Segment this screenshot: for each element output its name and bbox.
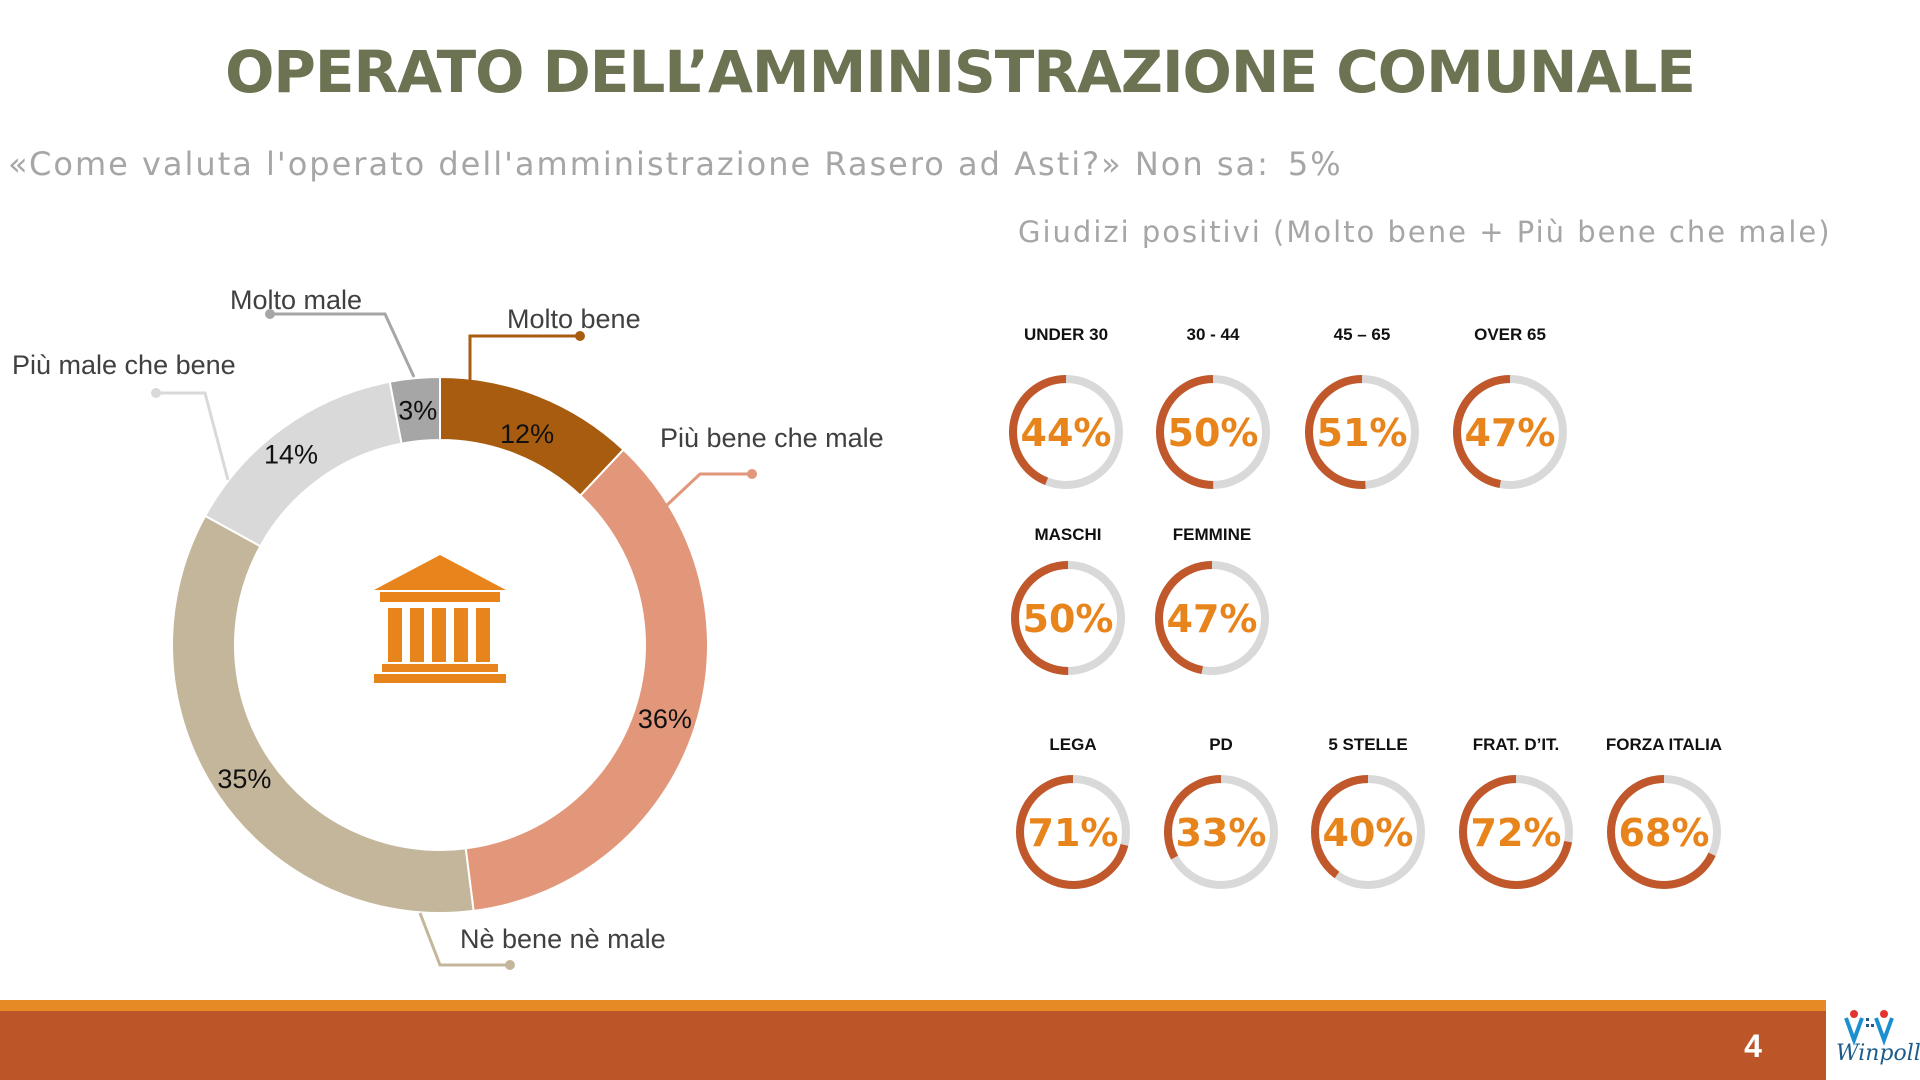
gauge-value: 51%: [1317, 411, 1408, 455]
callout-dot-4: [265, 309, 275, 319]
gauge-1-1: FEMMINE 47%: [1137, 524, 1287, 680]
gauge-value: 47%: [1167, 597, 1258, 641]
gauge-ring: 51%: [1305, 375, 1419, 489]
category-label-3: Più male che bene: [12, 350, 236, 380]
gauge-arc: [1311, 775, 1425, 889]
logo-text: Winpoll: [1836, 1041, 1920, 1066]
gauge-label: MASCHI: [1034, 525, 1102, 544]
gauge-arc: [1011, 561, 1125, 675]
gauge-value: 33%: [1176, 811, 1267, 855]
category-label-4: Molto male: [230, 285, 362, 315]
gauge-value: 50%: [1023, 597, 1114, 641]
gauge-arc: [1016, 775, 1130, 889]
gauge-label: UNDER 30: [1023, 325, 1109, 344]
callout-dot-3: [151, 388, 161, 398]
gauge-value: 50%: [1168, 411, 1259, 455]
gauge-arc: [1155, 561, 1269, 675]
gauge-arc: [1459, 775, 1573, 889]
gauge-value: 44%: [1021, 411, 1112, 455]
gauge-1-0: MASCHI 50%: [993, 524, 1143, 680]
gauge-2-3: FRAT. D’IT. 72%: [1441, 734, 1591, 894]
gauge-2-1: PD 33%: [1146, 734, 1296, 894]
page-title: OPERATO DELL’AMMINISTRAZIONE COMUNALE: [225, 38, 1696, 106]
donut-slice-1: [464, 448, 709, 913]
donut-slice-2: [171, 514, 475, 914]
callout-dot-0: [575, 331, 585, 341]
positive-judgments-title: Giudizi positivi (Molto bene + Più bene …: [1018, 215, 1832, 249]
gauge-label: OVER 65: [1474, 325, 1546, 344]
gauge-arc: [1453, 375, 1567, 489]
government-building-icon: [374, 555, 506, 683]
gauge-label: 45 – 65: [1333, 325, 1391, 344]
gauge-0-3: OVER 65 47%: [1435, 324, 1585, 494]
category-label-2: Nè bene nè male: [460, 924, 666, 954]
gauge-arc: [1009, 375, 1123, 489]
gauge-label: FORZA ITALIA: [1605, 735, 1723, 754]
winpoll-logo: Winpoll: [1836, 1010, 1920, 1066]
gauge-ring: 50%: [1011, 561, 1125, 675]
gauge-ring: 71%: [1016, 775, 1130, 889]
footer-bar: [0, 1011, 1826, 1080]
gauge-2-4: FORZA ITALIA 68%: [1589, 734, 1739, 894]
logo-figures-icon: [1844, 1010, 1894, 1046]
category-label-0: Molto bene: [507, 304, 641, 334]
gauge-label: 30 - 44: [1186, 325, 1240, 344]
donut-slice-4: [388, 375, 441, 445]
callout-dot-2: [505, 960, 515, 970]
gauge-label: LEGA: [1049, 735, 1097, 754]
callout-line-4: [270, 312, 416, 378]
gauge-arc: [1164, 775, 1278, 889]
gauge-ring: 47%: [1155, 561, 1269, 675]
gauge-label: PD: [1209, 735, 1233, 754]
category-label-1: Più bene che male: [660, 423, 884, 453]
gauge-2-0: LEGA 71%: [998, 734, 1148, 894]
donut-value-label-0: 12%: [500, 419, 554, 449]
non-sa-value: 5%: [1287, 145, 1343, 183]
donut-value-label-4: 3%: [398, 396, 437, 426]
gauge-0-0: UNDER 30 44%: [991, 324, 1141, 494]
gauge-label: 5 STELLE: [1328, 735, 1408, 754]
gauge-label: FRAT. D’IT.: [1472, 735, 1560, 754]
gauge-arc: [1156, 375, 1270, 489]
gauge-value: 47%: [1465, 411, 1556, 455]
callout-dot-1: [747, 469, 757, 479]
gauge-value: 71%: [1028, 811, 1119, 855]
gauge-ring: 33%: [1164, 775, 1278, 889]
gauge-ring: 40%: [1311, 775, 1425, 889]
donut-chart: 12% 36% 35% 14% 3% Molto bene Più bene che mal…: [12, 285, 884, 970]
callout-line-3: [156, 391, 230, 481]
callout-line-1: [664, 472, 752, 508]
gauge-0-1: 30 - 44 50%: [1138, 324, 1288, 494]
gauge-ring: 44%: [1009, 375, 1123, 489]
survey-question-text: «Come valuta l'operato dell'amministrazi…: [8, 145, 1270, 183]
page-number: 4: [1744, 1028, 1762, 1064]
gauge-ring: 72%: [1459, 775, 1573, 889]
gauge-value: 68%: [1619, 811, 1710, 855]
callout-line-0: [468, 334, 580, 383]
gauge-0-2: 45 – 65 51%: [1287, 324, 1437, 494]
gauge-arc: [1607, 775, 1721, 889]
gauge-value: 40%: [1323, 811, 1414, 855]
donut-value-label-2: 35%: [217, 764, 271, 794]
gauge-2-2: 5 STELLE 40%: [1293, 734, 1443, 894]
callout-line-2: [418, 912, 510, 967]
gauge-value: 72%: [1471, 811, 1562, 855]
gauge-ring: 68%: [1607, 775, 1721, 889]
gauge-ring: 50%: [1156, 375, 1270, 489]
donut-value-label-3: 14%: [264, 440, 318, 470]
gauge-arc: [1305, 375, 1419, 489]
gauge-ring: 47%: [1453, 375, 1567, 489]
survey-question: «Come valuta l'operato dell'amministrazi…: [8, 145, 1343, 183]
donut-value-label-1: 36%: [638, 704, 692, 734]
footer-accent-bar: [0, 1000, 1826, 1011]
gauge-label: FEMMINE: [1172, 525, 1252, 544]
